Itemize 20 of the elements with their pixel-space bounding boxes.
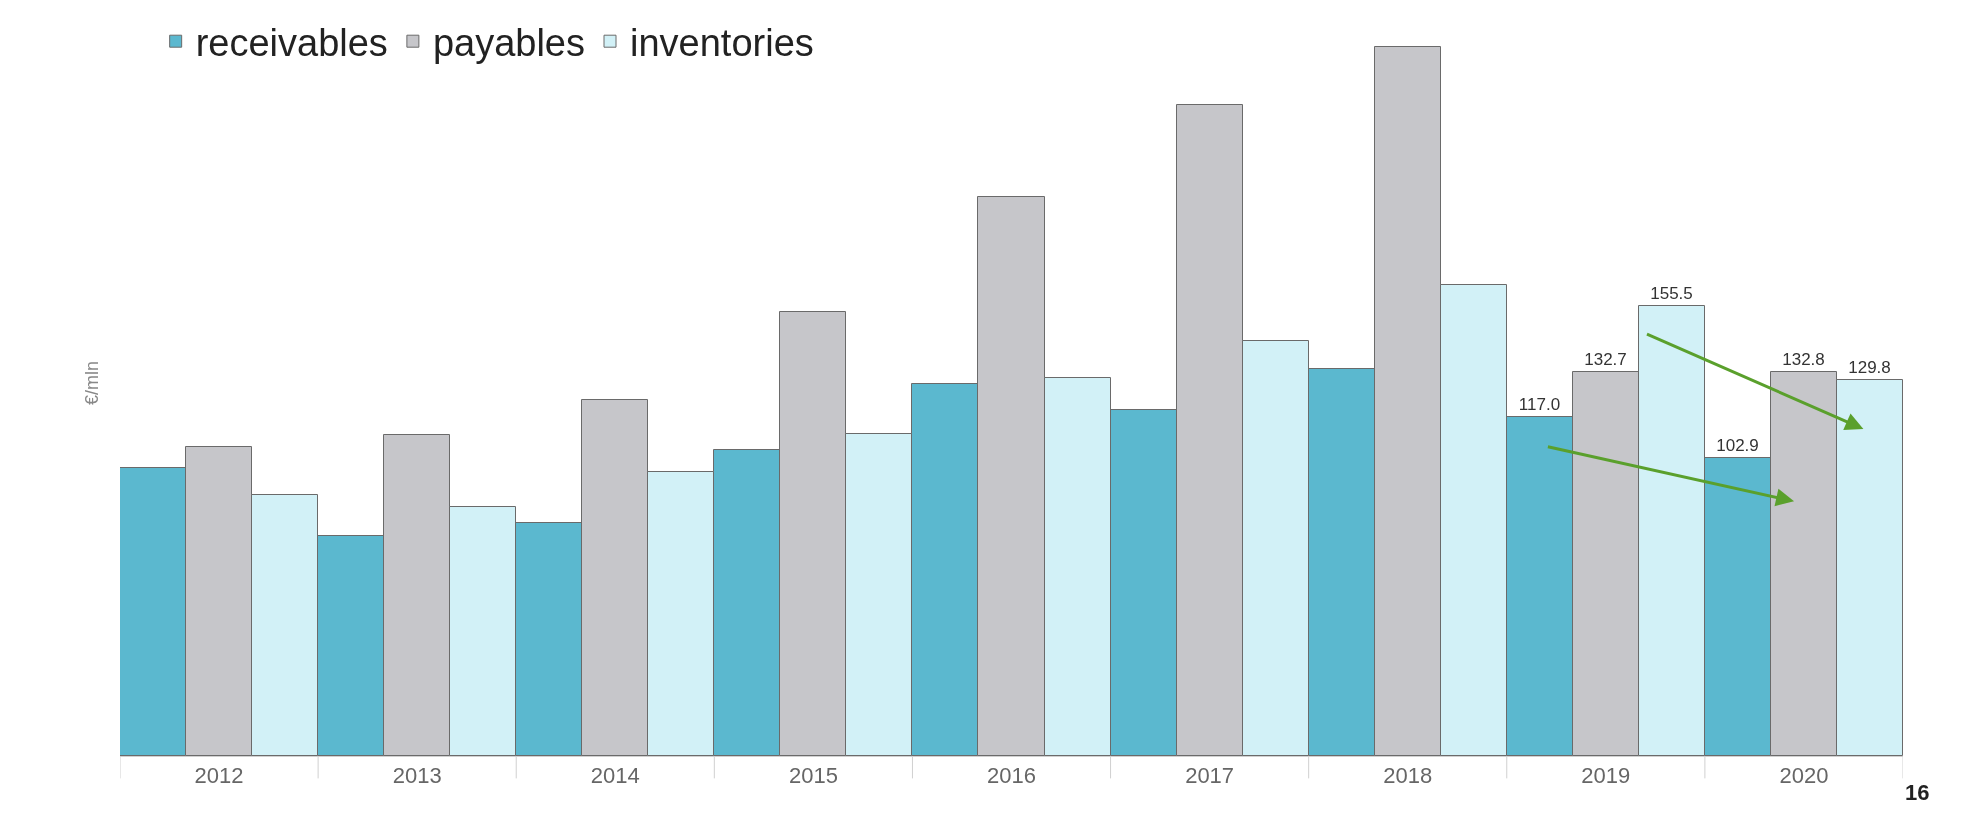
y-axis-title: €/mln <box>82 360 103 406</box>
legend-label: payables <box>432 22 585 65</box>
data-label: 117.0 <box>1518 394 1561 414</box>
data-label: 132.8 <box>1782 349 1825 369</box>
x-tick-label: 2012 <box>194 763 244 789</box>
x-tick-label: 2017 <box>1185 763 1235 789</box>
x-tick-label: 2013 <box>392 763 442 789</box>
data-label: 102.9 <box>1716 435 1759 455</box>
x-tick-label: 2016 <box>987 763 1036 789</box>
data-label: 132.7 <box>1584 349 1627 369</box>
x-tick-label: 2015 <box>788 763 838 789</box>
x-tick-label: 2019 <box>1581 763 1631 789</box>
data-label: 155.5 <box>1650 283 1693 303</box>
x-tick-label: 2018 <box>1383 763 1433 789</box>
data-label: 129.8 <box>1848 357 1891 377</box>
legend-label: receivables <box>195 22 388 65</box>
legend-label: inventories <box>630 22 814 65</box>
x-tick-label: 2014 <box>590 763 640 789</box>
x-tick-label: 2020 <box>1779 763 1829 789</box>
text: 16 <box>1905 780 1930 805</box>
